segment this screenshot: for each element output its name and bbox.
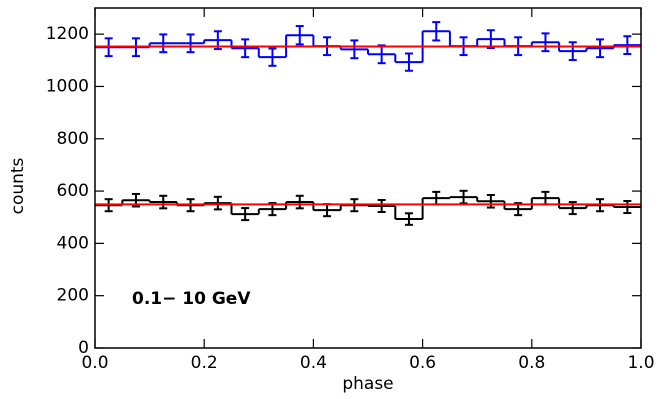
- plot-frame: [94, 7, 642, 349]
- error-bar: [377, 198, 386, 213]
- y-tick-label: 0: [78, 338, 89, 358]
- error-bar: [459, 189, 468, 205]
- error-bar: [295, 25, 304, 46]
- annotation: 0.1− 10 GeV: [132, 289, 251, 309]
- x-tick-label: 1.0: [627, 353, 654, 373]
- y-axis-label: counts: [8, 157, 28, 214]
- y-tick-label: 800: [57, 129, 89, 149]
- error-bar: [159, 194, 168, 210]
- error-bar: [541, 32, 550, 53]
- error-bar: [377, 44, 386, 65]
- y-tick-label: 200: [57, 286, 89, 306]
- error-bar: [241, 207, 250, 222]
- error-bar: [186, 33, 195, 54]
- y-tick-label: 1000: [46, 76, 89, 96]
- error-bar: [568, 41, 577, 62]
- x-axis-label: phase: [342, 374, 393, 394]
- error-bar: [486, 29, 495, 50]
- error-bar: [159, 33, 168, 54]
- error-bar: [404, 52, 413, 72]
- y-tick-label: 600: [57, 181, 89, 201]
- error-bar: [241, 38, 250, 59]
- x-tick-label: 0.4: [300, 353, 327, 373]
- error-bar: [268, 47, 277, 67]
- error-bar: [295, 194, 304, 210]
- error-bar: [596, 38, 605, 59]
- x-tick-label: 0.2: [191, 353, 218, 373]
- error-bar: [432, 21, 441, 42]
- error-bar: [350, 39, 359, 60]
- x-tick-label: 0.8: [518, 353, 545, 373]
- error-bar: [404, 212, 413, 226]
- y-tick-label: 400: [57, 233, 89, 253]
- error-bar: [486, 194, 495, 209]
- error-bar: [623, 200, 632, 215]
- x-tick-label: 0.0: [81, 353, 108, 373]
- x-tick-label: 0.6: [409, 353, 436, 373]
- error-bar: [623, 35, 632, 56]
- y-tick-label: 1200: [46, 24, 89, 44]
- error-bar: [213, 195, 222, 211]
